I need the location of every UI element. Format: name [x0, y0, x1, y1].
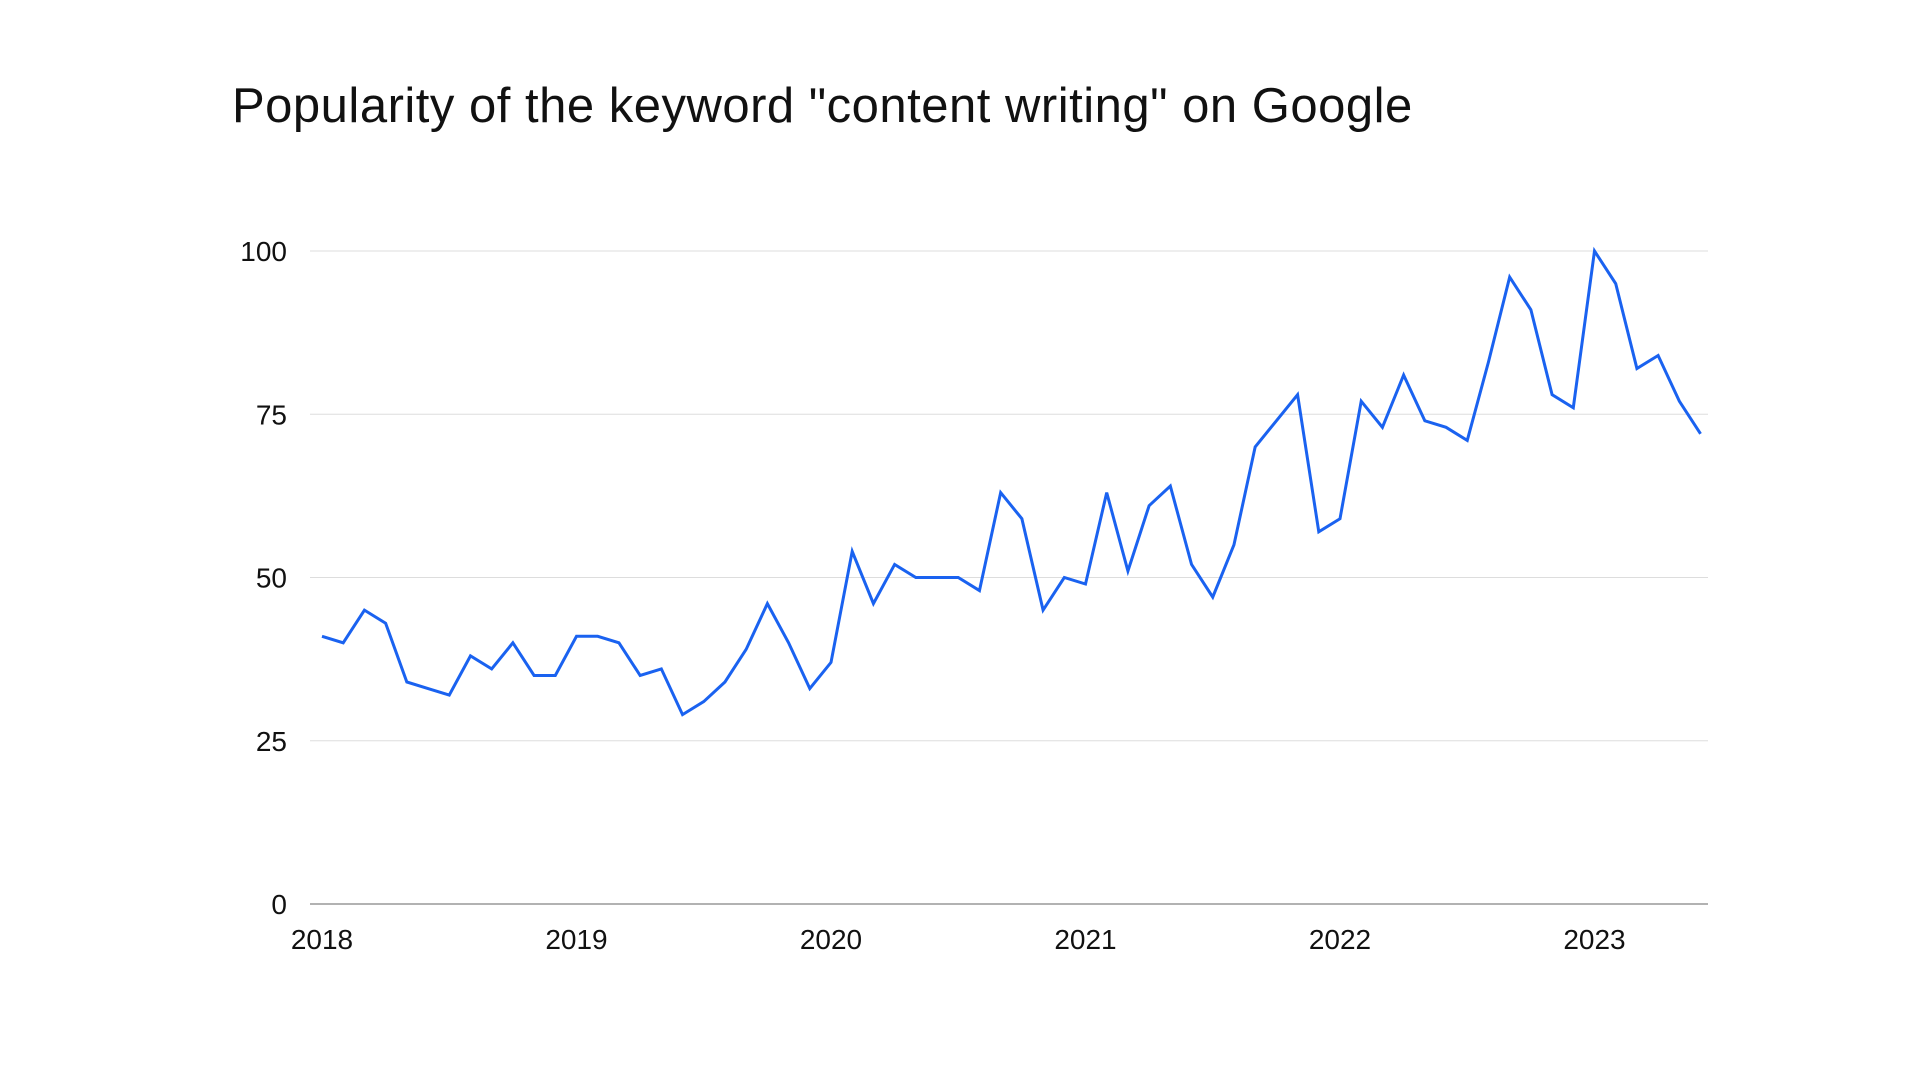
x-tick-label: 2018 — [291, 924, 353, 955]
x-tick-label: 2020 — [800, 924, 862, 955]
y-tick-label: 50 — [256, 563, 287, 594]
series-line — [321, 246, 1702, 717]
y-axis-ticks: 0 25 50 75 100 — [240, 236, 287, 920]
y-tick-label: 25 — [256, 726, 287, 757]
chart-title: Popularity of the keyword "content writi… — [232, 79, 1413, 133]
gridlines — [310, 250, 1708, 905]
x-tick-label: 2019 — [545, 924, 607, 955]
y-tick-label: 0 — [271, 889, 287, 920]
x-tick-label: 2022 — [1309, 924, 1371, 955]
x-axis-ticks: 2018 2019 2020 2021 2022 2023 — [291, 924, 1626, 955]
y-tick-label: 75 — [256, 399, 287, 430]
x-tick-label: 2021 — [1054, 924, 1116, 955]
y-tick-label: 100 — [240, 236, 287, 267]
series-layer — [321, 246, 1702, 717]
x-tick-label: 2023 — [1563, 924, 1625, 955]
